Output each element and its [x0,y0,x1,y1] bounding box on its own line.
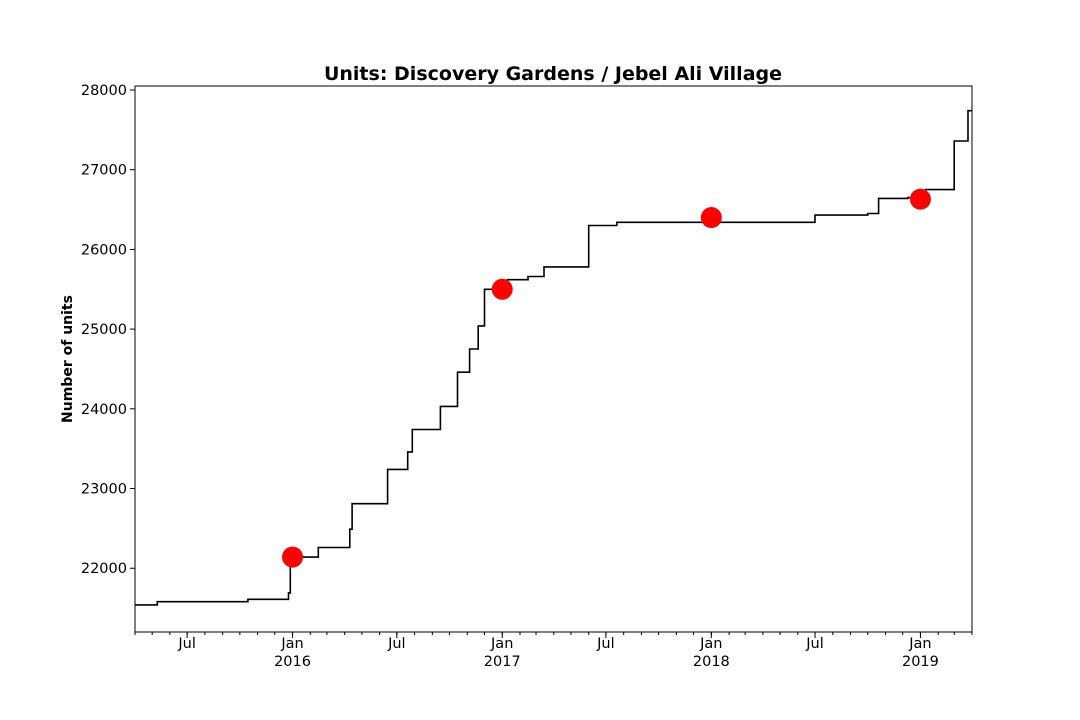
data-marker [909,188,931,210]
y-tick-label: 28000 [81,83,127,99]
x-tick-label: Jul [805,636,824,652]
axes-frame [134,85,973,633]
y-tick-label: 22000 [81,561,127,577]
chart-title: Units: Discovery Gardens / Jebel Ali Vil… [324,63,782,85]
series-line [135,109,972,606]
y-tick-label: 23000 [81,482,127,498]
x-tick-label: Jul [596,636,615,652]
x-tick-label: Jul [177,636,196,652]
data-marker [700,207,722,229]
x-tick-label: Jul [387,636,406,652]
plot-area: 22000 23000 24000 25000 26000 27000 28000 Jul Ja… [81,83,973,670]
x-tick-year-label: 2018 [693,654,730,670]
y-tick-label: 27000 [81,163,127,179]
x-tick-year-label: 2016 [274,654,311,670]
y-tick-label: 26000 [81,242,127,258]
y-axis-label: Number of units [60,295,76,423]
y-tick-label: 25000 [81,322,127,338]
y-tick-label: 24000 [81,402,127,418]
x-tick-label: Jan [280,636,303,652]
x-tick-label: Jan [699,636,722,652]
data-marker [491,278,513,300]
data-marker [282,546,304,568]
x-tick-year-label: 2017 [484,654,521,670]
x-tick-year-label: 2019 [902,654,939,670]
x-tick-label: Jan [490,636,513,652]
x-tick-label: Jan [908,636,931,652]
